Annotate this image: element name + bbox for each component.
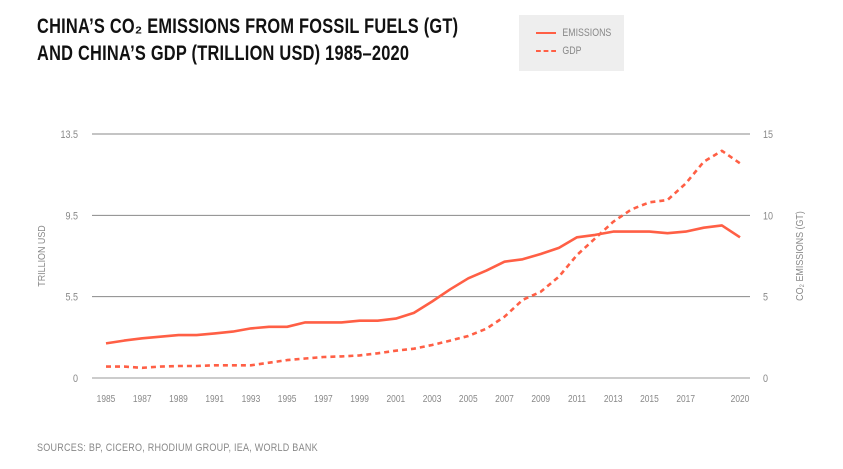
left-tick-label: 5.5 (65, 292, 78, 304)
x-tick-label: 2009 (531, 393, 550, 405)
x-tick-label: 2007 (495, 393, 514, 405)
x-tick-label: 2003 (423, 393, 442, 405)
series-line-emissions (105, 224, 741, 345)
x-tick-label: 1995 (278, 393, 297, 405)
x-tick-label: 1991 (205, 393, 224, 405)
x-tick-label: 2013 (604, 393, 623, 405)
legend-label-gdp: GDP (562, 45, 582, 57)
x-tick-label: 1997 (314, 393, 333, 405)
legend-item-emissions: EMISSIONS (536, 27, 611, 39)
chart-title-line-1: CHINA’S CO₂ EMISSIONS FROM FOSSIL FUELS … (37, 15, 459, 38)
series-line-gdp (106, 149, 741, 370)
left-axis-label: TRILLION USD (36, 225, 48, 286)
right-tick-label: 10 (763, 211, 773, 223)
chart-title-line-2: AND CHINA’S GDP (TRILLION USD) 1985–2020 (37, 42, 410, 65)
right-tick-label: 0 (763, 373, 768, 385)
x-tick-label: 2005 (459, 393, 478, 405)
x-tick-label: 2011 (568, 393, 586, 405)
x-tick-label: 1993 (242, 393, 261, 405)
legend: EMISSIONS GDP (519, 15, 624, 71)
x-tick-label: 1999 (350, 393, 369, 405)
dashed-line-swatch-icon (536, 50, 556, 53)
x-tick-label: 1985 (97, 393, 116, 405)
sources-note: SOURCES: BP, CICERO, RHODIUM GROUP, IEA,… (37, 442, 318, 454)
x-tick-label: 1987 (133, 393, 152, 405)
left-tick-label: 13.5 (60, 129, 78, 141)
x-tick-label: 2001 (386, 393, 405, 405)
legend-label-emissions: EMISSIONS (562, 27, 612, 39)
x-tick-label: 2020 (731, 393, 750, 405)
right-tick-label: 15 (763, 129, 773, 141)
left-tick-label: 9.5 (65, 211, 78, 223)
legend-item-gdp: GDP (536, 45, 581, 57)
right-tick-label: 5 (763, 292, 768, 304)
right-axis-label: CO₂ EMISSIONS (GT) (794, 211, 806, 301)
x-tick-label: 2015 (640, 393, 659, 405)
left-tick-label: 0 (73, 373, 78, 385)
chart-title: CHINA’S CO₂ EMISSIONS FROM FOSSIL FUELS … (37, 13, 458, 67)
solid-line-swatch-icon (536, 32, 556, 35)
x-tick-label: 1989 (169, 393, 188, 405)
x-tick-label: 2017 (676, 393, 695, 405)
